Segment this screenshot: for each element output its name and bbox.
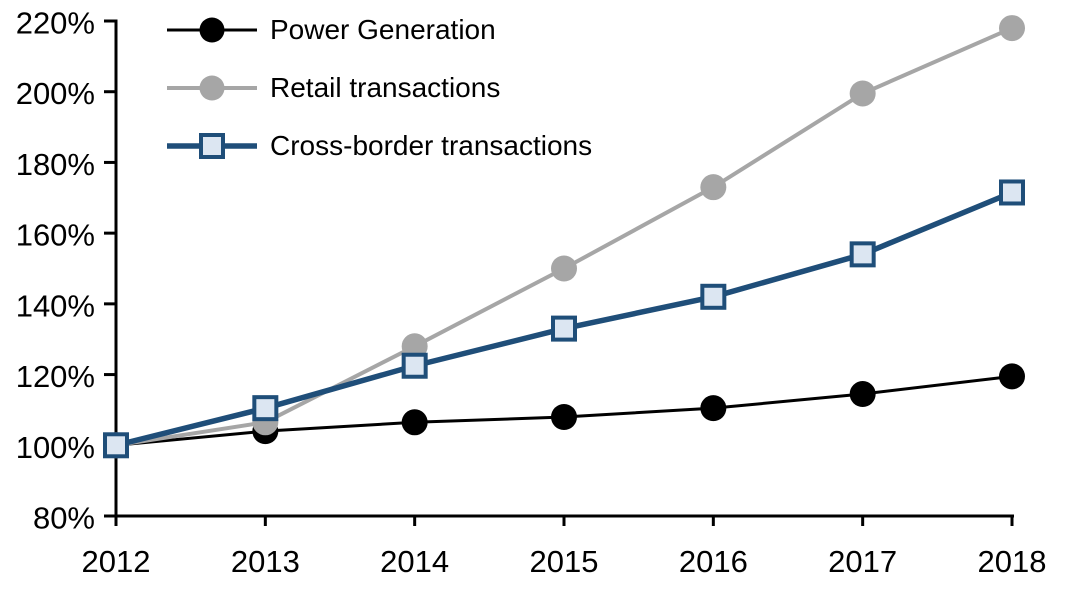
- legend-item-cross-border-transactions: Cross-border transactions: [167, 117, 592, 175]
- x-tick-label: 2017: [828, 544, 897, 579]
- legend-item-retail-transactions: Retail transactions: [167, 59, 592, 117]
- marker-power-generation-2016: [700, 395, 727, 422]
- legend-line-circle-marker-icon: [167, 75, 257, 101]
- marker-cross-border-transactions-2013: [252, 395, 279, 422]
- marker-power-generation-2017: [849, 381, 876, 408]
- legend-label-cross-border-transactions: Cross-border transactions: [270, 130, 593, 161]
- legend-line-square-marker-icon: [167, 133, 257, 159]
- x-tick-label: 2016: [679, 544, 748, 579]
- y-tick-label: 160%: [16, 218, 95, 253]
- marker-retail-transactions-2017: [849, 80, 876, 107]
- marker-cross-border-transactions-2016: [700, 283, 727, 310]
- marker-cross-border-transactions-2012: [103, 432, 129, 459]
- legend-line-circle-marker-icon: [167, 17, 257, 43]
- y-tick-label: 220%: [16, 6, 95, 41]
- x-tick-label: 2013: [231, 544, 300, 579]
- y-tick-label: 80%: [33, 501, 95, 536]
- y-tick-label: 120%: [16, 359, 95, 394]
- marker-cross-border-transactions-2018: [999, 179, 1025, 206]
- legend-label-power-generation: Power Generation: [270, 14, 496, 45]
- x-tick-label: 2015: [530, 544, 599, 579]
- marker-retail-transactions-2018: [999, 15, 1025, 42]
- legend: Power Generation Retail transactions Cro…: [167, 1, 592, 175]
- y-tick-label: 100%: [16, 430, 95, 465]
- y-tick-label: 140%: [16, 288, 95, 323]
- marker-retail-transactions-2016: [700, 174, 727, 201]
- x-tick-label: 2014: [380, 544, 449, 579]
- y-tick-label: 200%: [16, 76, 95, 111]
- marker-cross-border-transactions-2015: [551, 315, 577, 342]
- y-tick-label: 180%: [16, 147, 95, 182]
- marker-retail-transactions-2015: [551, 255, 577, 282]
- marker-cross-border-transactions-2017: [849, 241, 876, 268]
- x-tick-label: 2018: [978, 544, 1047, 579]
- legend-label-retail-transactions: Retail transactions: [270, 72, 501, 103]
- marker-cross-border-transactions-2014: [401, 352, 428, 379]
- marker-power-generation-2015: [551, 404, 577, 430]
- x-tick-label: 2012: [82, 544, 151, 579]
- legend-item-power-generation: Power Generation: [167, 1, 592, 59]
- marker-power-generation-2014: [401, 409, 428, 436]
- marker-power-generation-2018: [999, 363, 1025, 390]
